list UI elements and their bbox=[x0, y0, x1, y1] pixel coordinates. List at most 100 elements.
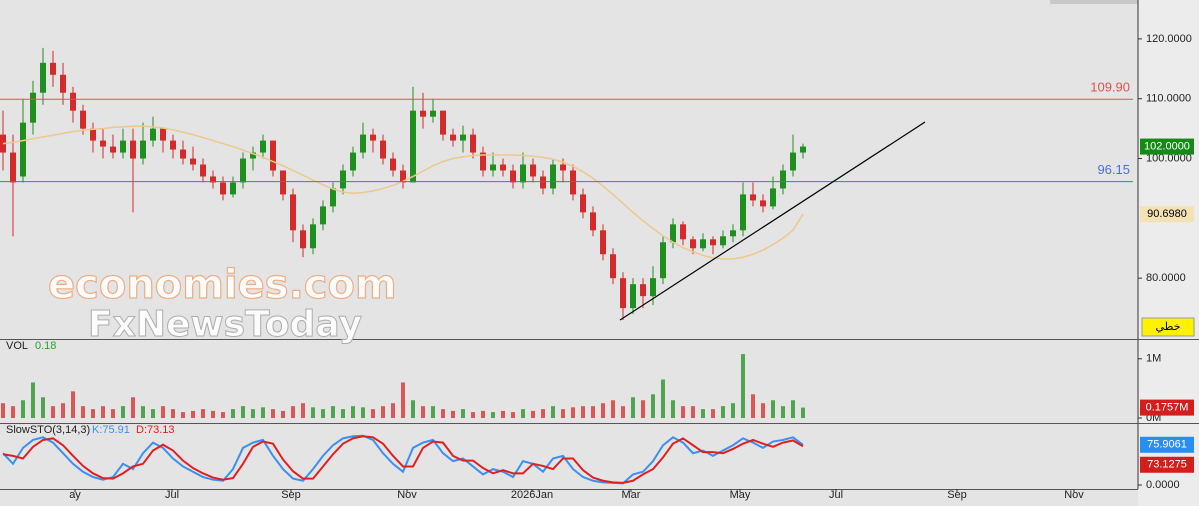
volume-bar bbox=[681, 406, 685, 418]
volume-bar bbox=[1, 403, 5, 418]
volume-bar bbox=[471, 412, 475, 418]
volume-bar bbox=[351, 406, 355, 418]
candle-body bbox=[610, 254, 616, 279]
x-tick-label: Nov bbox=[397, 489, 417, 501]
candle-body bbox=[10, 152, 16, 183]
value-readout bbox=[1140, 206, 1194, 223]
candle-body bbox=[460, 134, 466, 141]
candle-body bbox=[260, 140, 266, 153]
value-readout-label: 102.0000 bbox=[1144, 140, 1190, 152]
volume-bar bbox=[51, 406, 55, 418]
candle-body bbox=[790, 152, 796, 171]
candle-body bbox=[740, 194, 746, 231]
mode-button-label[interactable]: خطي bbox=[1156, 321, 1181, 333]
volume-bar bbox=[731, 403, 735, 418]
volume-bar bbox=[431, 406, 435, 418]
volume-bar bbox=[171, 409, 175, 418]
volume-bar bbox=[31, 382, 35, 418]
candle-body bbox=[580, 194, 586, 213]
legend-entry: D:73.13 bbox=[136, 424, 175, 436]
volume-bar bbox=[211, 410, 215, 418]
candle-body bbox=[40, 62, 46, 93]
candle-body bbox=[420, 110, 426, 117]
panel-title: SlowSTO(3,14,3) bbox=[6, 424, 90, 436]
volume-bar bbox=[41, 397, 45, 418]
volume-bar bbox=[711, 409, 715, 418]
candle-body bbox=[640, 284, 646, 297]
candle-body bbox=[330, 188, 336, 207]
volume-bar bbox=[271, 409, 275, 418]
candle-body bbox=[320, 206, 326, 225]
watermark: economies.com bbox=[48, 262, 397, 308]
candle-body bbox=[250, 152, 256, 159]
value-readout-label: 90.6980 bbox=[1147, 208, 1187, 220]
candle-body bbox=[160, 128, 166, 141]
volume-bar bbox=[541, 409, 545, 418]
volume-bar bbox=[401, 382, 405, 418]
volume-bar bbox=[741, 354, 745, 418]
volume-bar bbox=[761, 403, 765, 418]
volume-bar bbox=[691, 406, 695, 418]
value-readout bbox=[1140, 436, 1194, 453]
candle-body bbox=[470, 134, 476, 153]
candle-body bbox=[110, 146, 116, 153]
volume-bar bbox=[361, 407, 365, 418]
y-tick-label: 80.0000 bbox=[1146, 272, 1186, 284]
candle-body bbox=[280, 170, 286, 195]
candle-body bbox=[600, 230, 606, 255]
volume-bar bbox=[651, 394, 655, 418]
volume-bar bbox=[791, 400, 795, 418]
top-strip bbox=[1050, 0, 1138, 4]
candle-body bbox=[700, 239, 706, 249]
candle-body bbox=[100, 140, 106, 147]
volume-bar bbox=[101, 406, 105, 418]
volume-bar bbox=[141, 406, 145, 418]
x-tick-label: Sep bbox=[947, 489, 967, 501]
candle-body bbox=[20, 122, 26, 177]
candle-body bbox=[590, 212, 596, 231]
volume-bar bbox=[461, 409, 465, 418]
candle-body bbox=[300, 230, 306, 249]
volume-bar bbox=[281, 410, 285, 418]
candle-body bbox=[630, 284, 636, 309]
value-readout-label: 73.1275 bbox=[1147, 459, 1187, 471]
y-tick-label: 120.0000 bbox=[1146, 33, 1192, 45]
volume-bar bbox=[231, 409, 235, 418]
x-tick-label: 2026Jan bbox=[511, 489, 553, 501]
candle-body bbox=[360, 134, 366, 153]
candle-body bbox=[170, 140, 176, 150]
candle-body bbox=[50, 62, 56, 75]
volume-bar bbox=[311, 407, 315, 418]
volume-bar bbox=[391, 403, 395, 418]
volume-bar bbox=[201, 409, 205, 418]
volume-bar bbox=[531, 410, 535, 418]
candle-body bbox=[290, 194, 296, 231]
volume-bar bbox=[11, 406, 15, 418]
candle-body bbox=[190, 158, 196, 165]
volume-bar bbox=[661, 379, 665, 418]
candle-body bbox=[800, 146, 806, 153]
volume-bar bbox=[151, 409, 155, 418]
trendline bbox=[619, 121, 926, 321]
candle-body bbox=[140, 140, 146, 159]
candle-body bbox=[390, 158, 396, 171]
oscillator-line bbox=[2, 434, 804, 485]
candle-body bbox=[370, 134, 376, 141]
volume-bar bbox=[71, 391, 75, 418]
volume-bar bbox=[631, 397, 635, 418]
volume-bar bbox=[221, 412, 225, 418]
candle-body bbox=[220, 182, 226, 195]
mode-button[interactable] bbox=[1141, 317, 1195, 337]
volume-bar bbox=[571, 407, 575, 418]
volume-bar bbox=[411, 400, 415, 418]
volume-bar bbox=[671, 400, 675, 418]
volume-bar bbox=[111, 409, 115, 418]
candle-body bbox=[180, 149, 186, 159]
candle-body bbox=[450, 134, 456, 141]
candle-body bbox=[490, 164, 496, 171]
y-tick-label: 110.0000 bbox=[1146, 93, 1191, 105]
candle-body bbox=[70, 92, 76, 111]
value-readout bbox=[1140, 456, 1194, 473]
volume-bar bbox=[161, 406, 165, 418]
candle-body bbox=[80, 110, 86, 129]
